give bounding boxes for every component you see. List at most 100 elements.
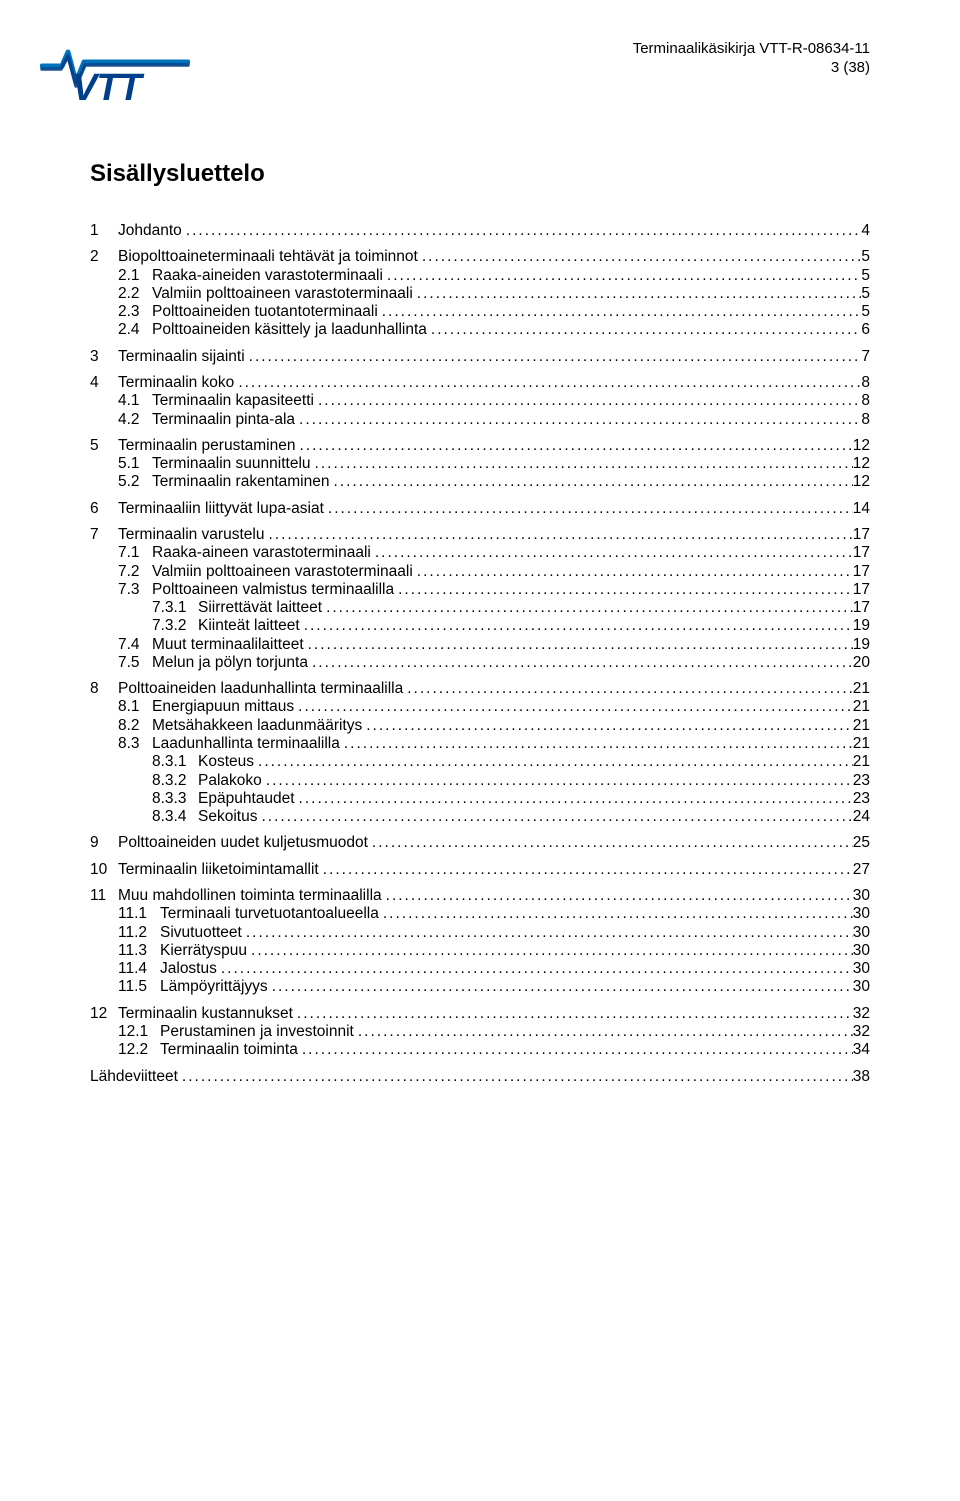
toc-number: 7.5 [118,654,152,672]
toc-label: Kierrätyspuu [160,942,247,960]
toc-page-number: 21 [853,717,870,735]
toc-leader-dots [329,473,852,491]
toc-leader-dots [294,698,853,716]
toc-leader-dots [295,411,861,429]
header-page-indicator: 3 (38) [633,59,870,76]
toc-number: 7.3 [118,581,152,599]
toc-page-number: 32 [853,1023,870,1041]
svg-text:VTT: VTT [72,67,145,106]
toc-number: 2.3 [118,303,152,321]
toc-row: 6Terminaaliin liittyvät lupa-asiat14 [90,500,870,518]
toc-label: Melun ja pölyn torjunta [152,654,308,672]
toc-leader-dots [304,636,853,654]
toc-page-number: 30 [853,887,870,905]
toc-leader-dots [379,905,853,923]
toc-page-number: 17 [853,563,870,581]
toc-label: Terminaalin varustelu [118,526,264,544]
toc-leader-dots [322,599,853,617]
toc-row: 7.3.1Siirrettävät laitteet17 [90,599,870,617]
toc-row: 5.1Terminaalin suunnittelu12 [90,455,870,473]
toc-row: 8.2Metsähakkeen laadunmääritys21 [90,717,870,735]
toc-row: 8.3.2Palakoko23 [90,772,870,790]
toc-page-number: 4 [861,222,870,240]
toc-row: 11.5Lämpöyrittäjyys30 [90,978,870,996]
toc-page-number: 24 [853,808,870,826]
vtt-logo: VTT [40,44,190,106]
toc-label: Perustaminen ja investoinnit [160,1023,354,1041]
toc-row: 2.2Valmiin polttoaineen varastoterminaal… [90,285,870,303]
toc-leader-dots [298,1041,853,1059]
toc-row: 2.1Raaka-aineiden varastoterminaali5 [90,267,870,285]
toc-row: 12Terminaalin kustannukset32 [90,1005,870,1023]
toc-number: 7.4 [118,636,152,654]
toc-leader-dots [245,348,862,366]
toc-page-number: 32 [853,1005,870,1023]
toc-label: Valmiin polttoaineen varastoterminaali [152,285,413,303]
toc-page-number: 5 [861,248,870,266]
toc-leader-dots [413,285,862,303]
toc-label: Terminaalin perustaminen [118,437,295,455]
toc-leader-dots [242,924,853,942]
toc-label: Kosteus [198,753,254,771]
toc-row: 7.3Polttoaineen valmistus terminaalilla1… [90,581,870,599]
toc-number: 3 [90,348,118,366]
toc-number: 11.3 [118,942,160,960]
toc-row: 7Terminaalin varustelu 17 [90,526,870,544]
toc-number: 8.3.1 [152,753,198,771]
logo-wordmark: VTT [72,67,145,106]
toc-leader-dots [354,1023,853,1041]
toc-label: Polttoaineiden tuotantoterminaali [152,303,378,321]
toc-page-number: 34 [853,1041,870,1059]
toc-row: 2.3Polttoaineiden tuotantoterminaali5 [90,303,870,321]
toc-number: 12 [90,1005,118,1023]
toc-number: 11.4 [118,960,160,978]
toc-leader-dots [340,735,853,753]
toc-leader-dots [311,455,853,473]
toc-row: 1Johdanto4 [90,222,870,240]
toc-label: Terminaalin kapasiteetti [152,392,314,410]
toc-label: Epäpuhtaudet [198,790,295,808]
toc-number: 12.1 [118,1023,160,1041]
toc-page-number: 17 [853,526,870,544]
toc-leader-dots [382,887,853,905]
toc-page-number: 19 [853,617,870,635]
toc-label: Terminaalin toiminta [160,1041,298,1059]
toc-row: 10Terminaalin liiketoimintamallit27 [90,861,870,879]
toc-label: Palakoko [198,772,262,790]
toc-leader-dots [308,654,853,672]
toc-row: 8.1Energiapuun mittaus21 [90,698,870,716]
toc-label: Muut terminaalilaitteet [152,636,304,654]
toc-page-number: 30 [853,960,870,978]
toc-label: Laadunhallinta terminaalilla [152,735,340,753]
toc-page-number: 21 [853,735,870,753]
toc-label: Jalostus [160,960,217,978]
toc-page-number: 12 [853,473,870,491]
toc-number: 11.5 [118,978,160,996]
toc-page-number: 5 [861,267,870,285]
toc-row: 4.1Terminaalin kapasiteetti8 [90,392,870,410]
toc-row: 11.3Kierrätyspuu30 [90,942,870,960]
toc-page-number: 30 [853,978,870,996]
toc-row: 8Polttoaineiden laadunhallinta terminaal… [90,680,870,698]
toc-number: 11.1 [118,905,160,923]
toc-number: 8.2 [118,717,152,735]
toc-label: Terminaali turvetuotantoalueella [160,905,379,923]
toc-page-number: 21 [853,753,870,771]
toc-label: Raaka-aineen varastoterminaali [152,544,371,562]
toc-page-number: 21 [853,698,870,716]
toc-page-number: 7 [861,348,870,366]
toc-leader-dots [178,1068,853,1086]
toc-page-number: 8 [861,374,870,392]
toc-label: Muu mahdollinen toiminta terminaalilla [118,887,382,905]
toc-page-number: 20 [853,654,870,672]
toc-number: 9 [90,834,118,852]
toc-row: 8.3Laadunhallinta terminaalilla21 [90,735,870,753]
toc-label: Valmiin polttoaineen varastoterminaali [152,563,413,581]
toc-row: 7.5Melun ja pölyn torjunta 20 [90,654,870,672]
toc-leader-dots [319,861,853,879]
toc-row: 7.3.2Kiinteät laitteet19 [90,617,870,635]
toc-number: 7 [90,526,118,544]
toc-leader-dots [182,222,862,240]
toc-number: 8.3.3 [152,790,198,808]
toc-page-number: 17 [853,599,870,617]
